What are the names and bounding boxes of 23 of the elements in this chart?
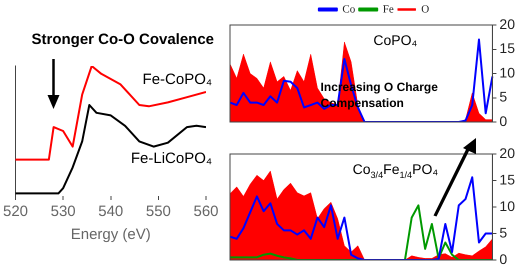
y-tick-label: 15	[499, 171, 516, 188]
text: CoPO₄	[373, 32, 418, 48]
legend-label: O	[421, 3, 430, 16]
y-tick-label: 0	[499, 250, 508, 267]
y-tick-label: 15	[499, 40, 516, 56]
x-tick-label: 560	[193, 203, 219, 220]
y-tick-label: 20	[499, 16, 516, 32]
y-tick-label: 5	[499, 88, 508, 105]
x-tick-label: 550	[146, 203, 171, 220]
y-tick-label: 20	[499, 144, 516, 161]
y-tick-label: 10	[499, 198, 516, 214]
x-tick-label: 530	[50, 203, 76, 220]
x-axis-title: Energy (eV)	[70, 226, 151, 244]
x-tick-label: 540	[98, 203, 124, 220]
series-label: Fe-CoPO₄	[142, 71, 212, 88]
legend-label: Fe	[382, 3, 394, 16]
y-tick-label: 0	[499, 112, 508, 129]
series-label: Fe-LiCoPO₄	[130, 150, 212, 168]
x-tick-label: 520	[3, 203, 28, 220]
y-tick-label: 5	[499, 224, 508, 240]
chart-title: Stronger Co-O Covalence	[31, 31, 214, 48]
legend-label: Co	[342, 3, 356, 16]
y-tick-label: 10	[499, 64, 516, 80]
